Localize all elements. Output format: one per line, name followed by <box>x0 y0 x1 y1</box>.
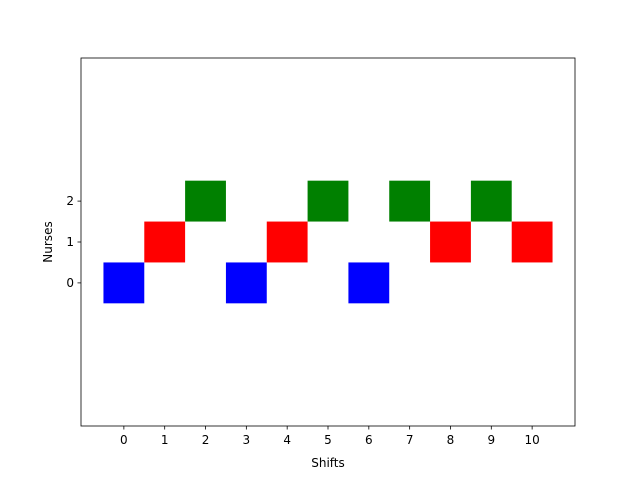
x-tick-label: 10 <box>524 433 539 447</box>
square-marker <box>103 262 145 304</box>
x-axis-label: Shifts <box>311 456 345 470</box>
x-tick-label: 6 <box>365 433 373 447</box>
y-tick-label: 0 <box>66 276 74 290</box>
square-marker <box>144 221 186 263</box>
x-tick-label: 3 <box>243 433 251 447</box>
y-axis-label: Nurses <box>41 221 55 262</box>
square-marker <box>348 262 390 304</box>
square-marker <box>470 180 512 222</box>
y-tick-label: 2 <box>66 194 74 208</box>
square-marker <box>225 262 267 304</box>
square-marker <box>511 221 553 263</box>
x-tick-label: 1 <box>161 433 169 447</box>
square-marker <box>307 180 349 222</box>
square-marker <box>430 221 471 263</box>
y-tick-label: 1 <box>66 235 74 249</box>
square-marker <box>389 180 431 222</box>
x-tick-label: 2 <box>202 433 210 447</box>
square-marker <box>266 221 308 263</box>
x-tick-label: 8 <box>447 433 455 447</box>
x-tick-label: 0 <box>120 433 128 447</box>
square-marker <box>185 180 226 222</box>
x-tick-label: 5 <box>324 433 332 447</box>
x-tick-label: 9 <box>487 433 495 447</box>
x-tick-label: 7 <box>406 433 414 447</box>
x-tick-label: 4 <box>283 433 291 447</box>
